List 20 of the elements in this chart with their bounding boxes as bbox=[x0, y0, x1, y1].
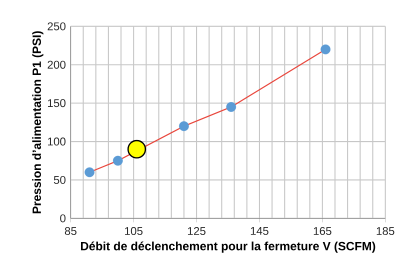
x-tick-label: 125 bbox=[188, 227, 206, 236]
point bbox=[320, 44, 330, 54]
y-tick-label: 250 bbox=[48, 22, 66, 30]
x-tick-label: 85 bbox=[64, 227, 76, 236]
point bbox=[127, 140, 146, 159]
y-tick-label: 200 bbox=[48, 60, 66, 69]
y-tick-label: 0 bbox=[60, 214, 66, 222]
x-tick-label: 105 bbox=[125, 227, 143, 236]
y-tick-label: 100 bbox=[48, 138, 66, 146]
x-tick-label: 185 bbox=[376, 227, 394, 236]
point bbox=[226, 102, 236, 112]
x-tick-label: 145 bbox=[250, 227, 268, 235]
x-axis-title: Débit de déclenchement pour la fermeture V (SCFM) bbox=[80, 241, 376, 253]
x-tick-label: 165 bbox=[314, 227, 332, 236]
y-tick-label: 150 bbox=[48, 99, 66, 108]
point bbox=[179, 121, 189, 132]
y-tick-label: 50 bbox=[54, 176, 66, 184]
point bbox=[112, 156, 123, 166]
point bbox=[84, 167, 94, 178]
y-axis-title: Pression d’alimentation P1 (PSI) bbox=[32, 31, 44, 214]
